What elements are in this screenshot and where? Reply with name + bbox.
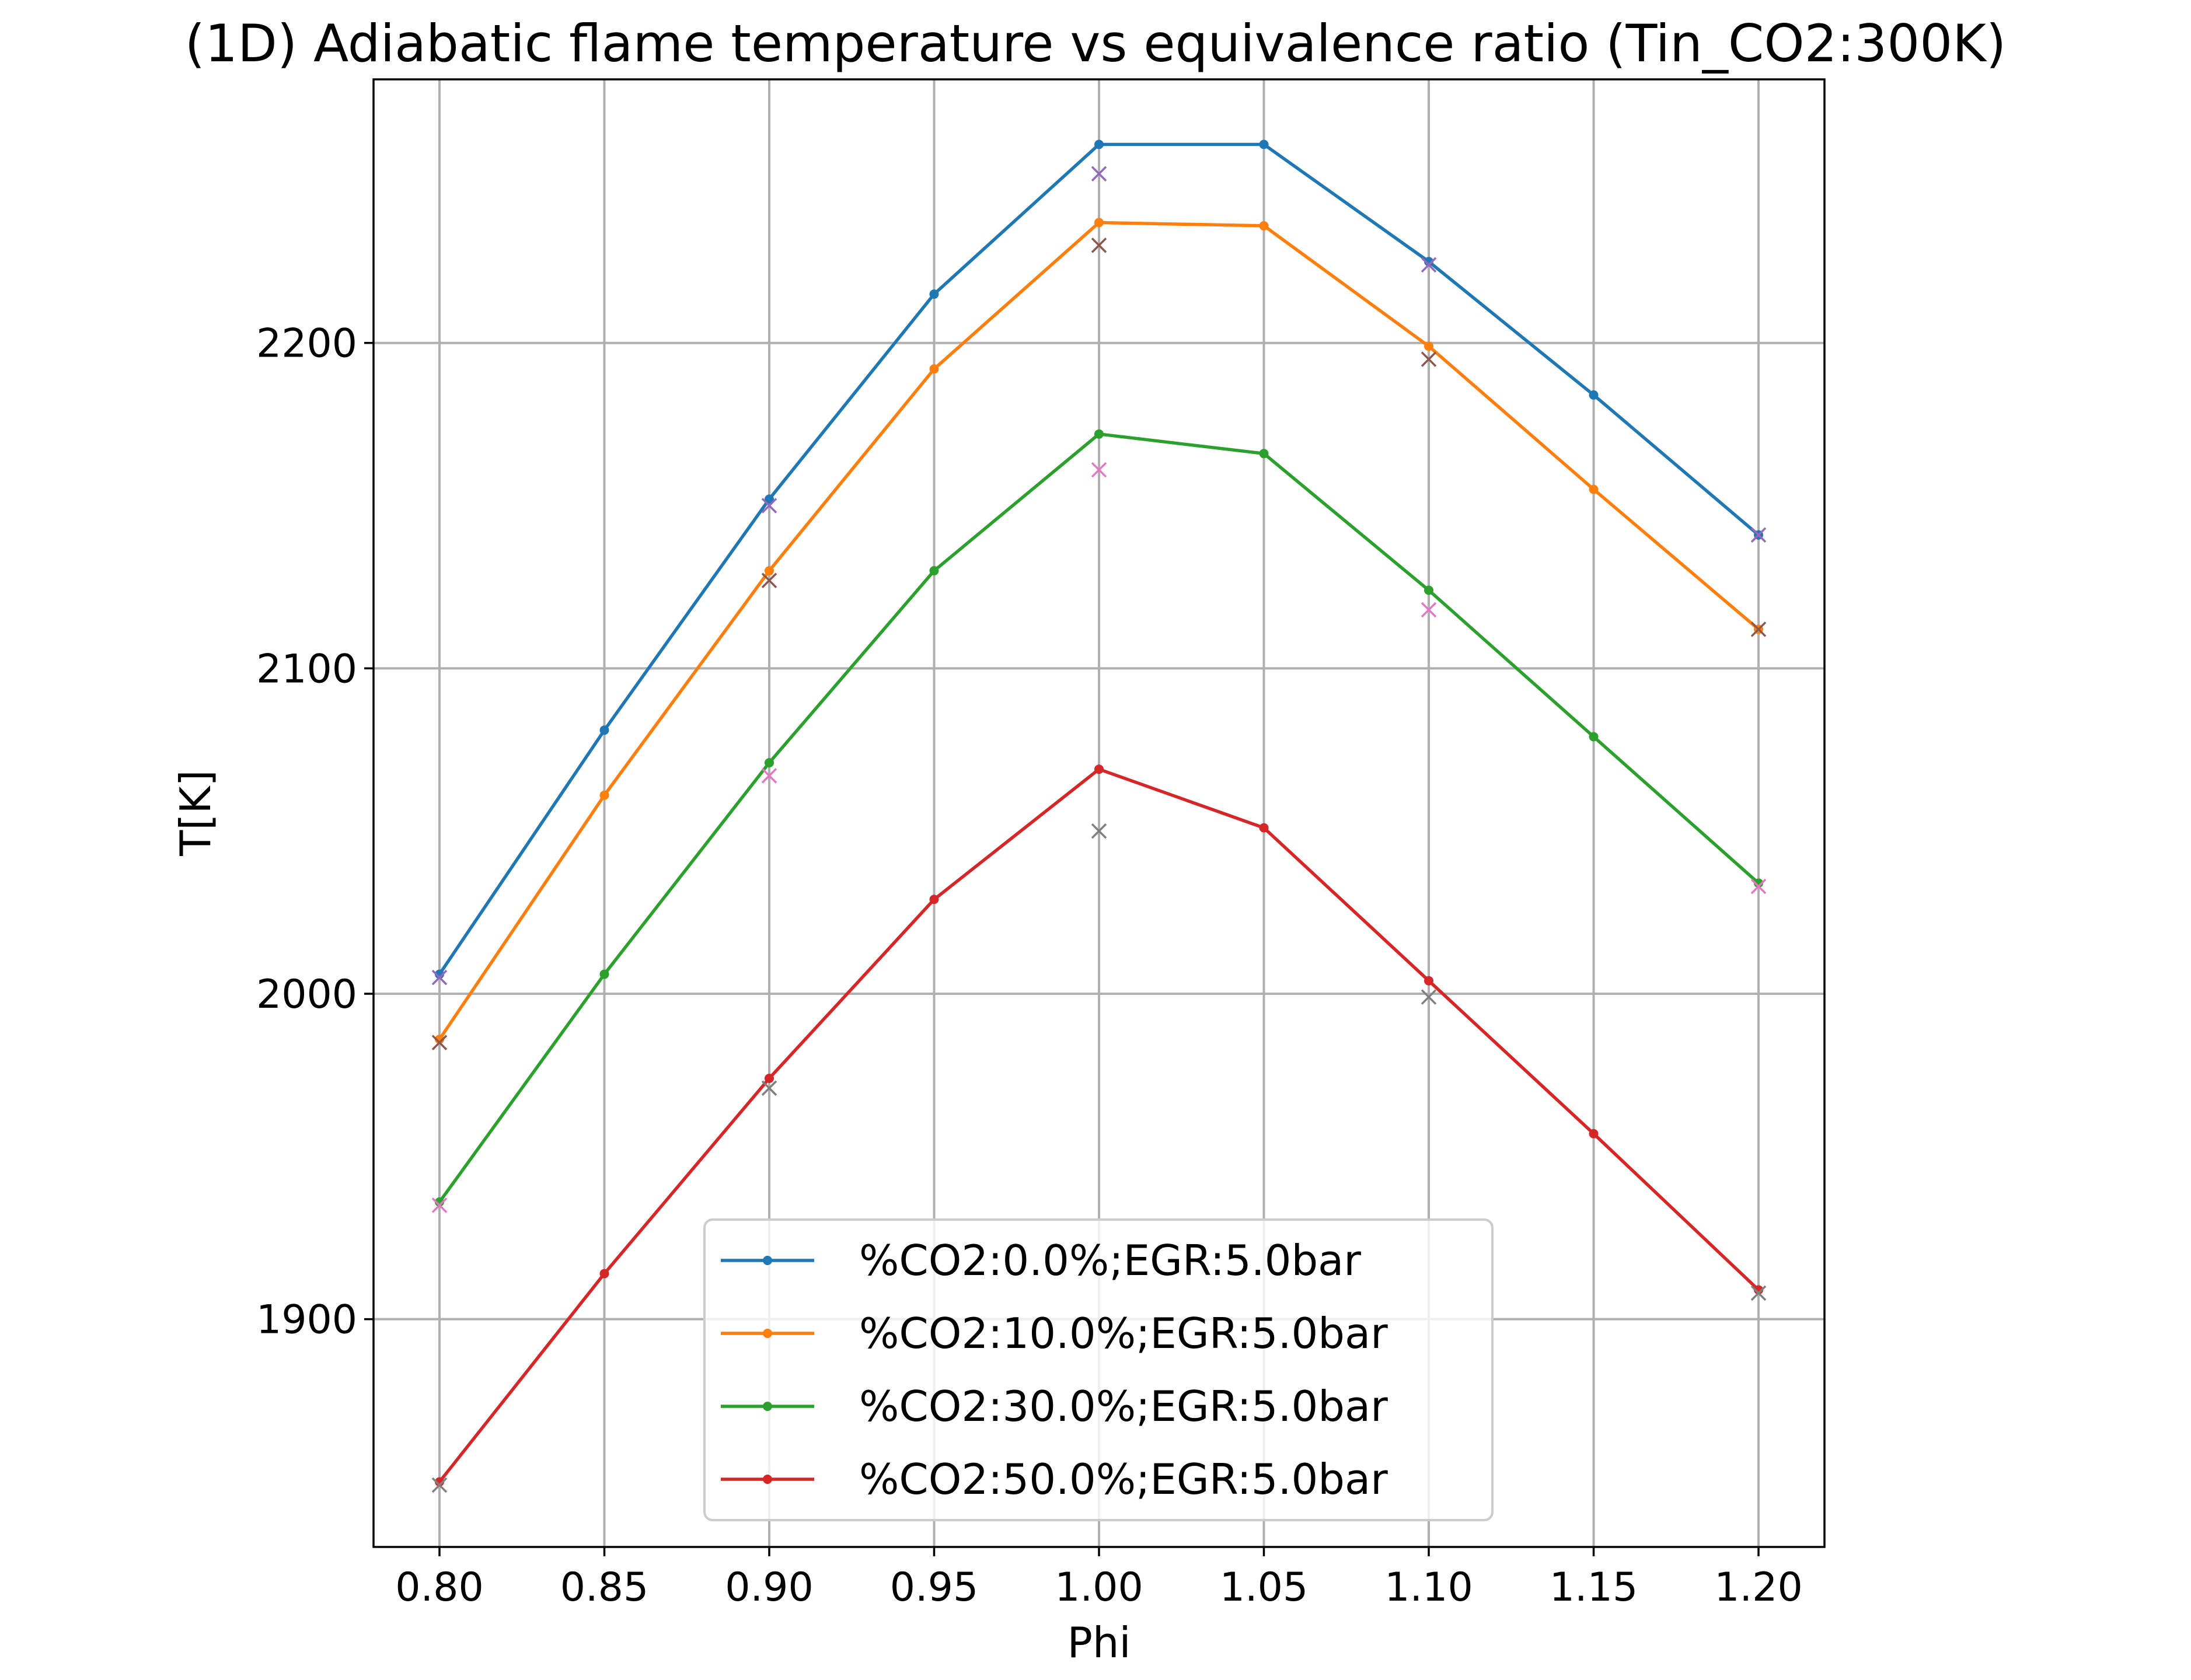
x-tick-label: 1.15 — [1550, 1564, 1638, 1611]
axis-ticks: 0.80 0.85 0.90 0.95 1.00 1.05 1.10 1.15 1.20 1900… — [256, 321, 1803, 1611]
reference-marker — [1750, 621, 1767, 637]
reference-marker — [1091, 462, 1107, 478]
data-point — [929, 289, 939, 299]
legend-marker — [763, 1475, 772, 1484]
legend-items: %CO2:0.0%;EGR:5.0bar %CO2:10.0%;EGR:5.0ba… — [721, 1236, 1388, 1504]
data-point — [1589, 390, 1599, 400]
reference-set-4 — [431, 823, 1767, 1493]
reference-marker — [1091, 823, 1107, 839]
data-point — [765, 1073, 774, 1083]
y-tick-label: 2000 — [256, 972, 357, 1018]
x-tick-label: 0.95 — [890, 1564, 978, 1611]
data-point — [1424, 976, 1433, 986]
reference-marker — [1750, 1285, 1767, 1301]
data-point — [1259, 221, 1269, 230]
reference-marker — [761, 572, 777, 589]
legend-item-4: %CO2:50.0%;EGR:5.0bar — [721, 1455, 1388, 1504]
y-tick-label: 2100 — [256, 646, 357, 692]
legend: %CO2:0.0%;EGR:5.0bar %CO2:10.0%;EGR:5.0ba… — [703, 1218, 1494, 1521]
data-point — [1094, 764, 1104, 774]
reference-marker — [1091, 166, 1107, 181]
legend-item-1: %CO2:0.0%;EGR:5.0bar — [721, 1236, 1361, 1285]
reference-marker — [1750, 527, 1767, 543]
chart-title: (1D) Adiabatic flame temperature vs equi… — [185, 13, 2006, 74]
legend-marker — [763, 1329, 772, 1338]
reference-marker — [431, 1477, 448, 1493]
data-point — [1424, 585, 1433, 595]
legend-marker — [763, 1256, 772, 1265]
reference-marker — [761, 1080, 777, 1096]
series-3 — [435, 429, 1763, 1207]
x-tick-label: 1.10 — [1384, 1564, 1473, 1611]
data-point — [1259, 449, 1269, 459]
data-point — [765, 566, 774, 576]
data-point — [1589, 1129, 1599, 1138]
reference-marker — [761, 498, 777, 514]
legend-label: %CO2:30.0%;EGR:5.0bar — [859, 1382, 1388, 1431]
data-point — [929, 364, 939, 374]
legend-label: %CO2:0.0%;EGR:5.0bar — [859, 1236, 1361, 1285]
x-tick-label: 1.05 — [1220, 1564, 1308, 1611]
data-point — [929, 895, 939, 904]
data-point — [1094, 429, 1104, 439]
reference-markers — [431, 166, 1767, 1493]
x-axis-label: Phi — [1067, 1618, 1131, 1667]
reference-marker — [1421, 257, 1437, 273]
reference-marker — [1091, 237, 1107, 253]
x-tick-label: 1.00 — [1055, 1564, 1143, 1611]
reference-marker — [431, 969, 448, 986]
y-axis-label: T[K] — [171, 770, 220, 856]
legend-label: %CO2:10.0%;EGR:5.0bar — [859, 1309, 1388, 1358]
reference-marker — [761, 768, 777, 784]
data-point — [599, 969, 609, 979]
series-4 — [435, 764, 1763, 1487]
legend-box — [703, 1218, 1494, 1521]
reference-set-3 — [431, 462, 1767, 1213]
legend-marker — [763, 1402, 772, 1411]
x-tick-label: 0.85 — [560, 1564, 648, 1611]
reference-marker — [1421, 351, 1437, 367]
reference-marker — [431, 1035, 448, 1050]
data-point — [1259, 823, 1269, 833]
reference-marker — [431, 1197, 448, 1213]
y-tick-label: 1900 — [256, 1297, 357, 1343]
x-tick-label: 0.90 — [725, 1564, 813, 1611]
series-group — [435, 139, 1763, 1487]
data-point — [765, 494, 774, 504]
y-tick-label: 2200 — [256, 321, 357, 367]
x-tick-label: 0.80 — [395, 1564, 483, 1611]
data-point — [1589, 732, 1599, 742]
legend-item-3: %CO2:30.0%;EGR:5.0bar — [721, 1382, 1388, 1431]
reference-marker — [1421, 989, 1437, 1005]
data-point — [1094, 218, 1104, 228]
data-point — [1094, 139, 1104, 149]
reference-marker — [1421, 602, 1437, 618]
data-point — [929, 566, 939, 576]
data-point — [599, 725, 609, 735]
data-point — [599, 1269, 609, 1279]
data-point — [1259, 139, 1269, 149]
reference-marker — [1750, 878, 1767, 895]
legend-label: %CO2:50.0%;EGR:5.0bar — [859, 1455, 1388, 1504]
data-point — [765, 758, 774, 768]
legend-item-2: %CO2:10.0%;EGR:5.0bar — [721, 1309, 1388, 1358]
data-point — [599, 790, 609, 800]
data-point — [1589, 484, 1599, 494]
series-1 — [435, 139, 1763, 979]
x-tick-label: 1.20 — [1714, 1564, 1802, 1611]
reference-set-1 — [431, 166, 1767, 986]
reference-set-2 — [431, 237, 1767, 1050]
data-point — [1424, 341, 1433, 351]
